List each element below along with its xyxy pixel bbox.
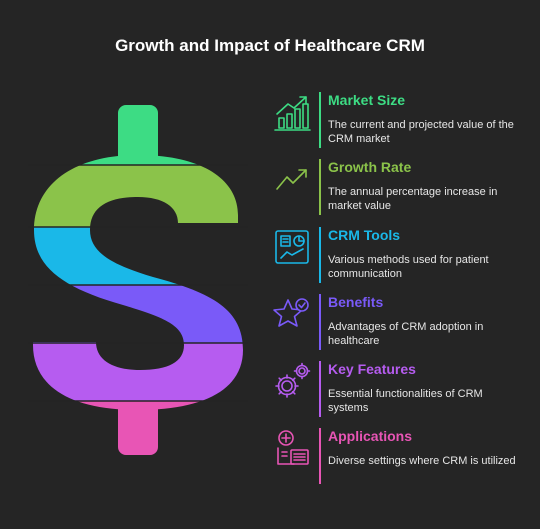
item-description: Diverse settings where CRM is utilized (328, 455, 516, 467)
gears-icon (275, 362, 311, 398)
dollar-sign-graphic (28, 105, 248, 455)
item-description: The current and projected value of the C… (328, 119, 514, 145)
accent-bar (319, 428, 321, 484)
list-item-key-features: Key Features Essential functionalities o… (272, 361, 522, 421)
item-heading: Growth Rate (328, 159, 412, 175)
list-item-market-size: Market Size The current and projected va… (272, 92, 522, 152)
accent-bar (319, 92, 321, 148)
item-description: Advantages of CRM adoption in healthcare (328, 321, 484, 347)
band-pink (33, 401, 243, 455)
band-green (33, 105, 243, 165)
medical-device-icon (277, 430, 309, 465)
band-cyan (33, 227, 243, 285)
band-lime (33, 165, 243, 227)
item-heading: CRM Tools (328, 227, 401, 243)
item-heading: Benefits (328, 294, 384, 310)
item-description: The annual percentage increase in market… (328, 186, 498, 212)
item-heading: Market Size (328, 92, 406, 108)
band-violet (33, 343, 243, 401)
star-check-icon (273, 298, 309, 327)
accent-bar (319, 227, 321, 283)
list-item-applications: Applications Diverse settings where CRM … (272, 428, 522, 488)
band-purple (33, 285, 243, 343)
page-title: Growth and Impact of Healthcare CRM (115, 36, 425, 55)
dashboard-icon (275, 230, 309, 264)
accent-bar (319, 159, 321, 215)
item-description: Various methods used for patient communi… (328, 254, 489, 280)
list-item-benefits: Benefits Advantages of CRM adoption in h… (272, 294, 522, 354)
item-heading: Applications (328, 428, 413, 444)
item-heading: Key Features (328, 361, 416, 377)
accent-bar (319, 361, 321, 417)
trend-up-icon (276, 169, 307, 190)
list-item-crm-tools: CRM Tools Various methods used for patie… (272, 227, 522, 287)
list-item-growth-rate: Growth Rate The annual percentage increa… (272, 159, 522, 219)
accent-bar (319, 294, 321, 350)
bar-chart-growth-icon (274, 96, 311, 131)
item-description: Essential functionalities of CRM systems (328, 388, 483, 414)
